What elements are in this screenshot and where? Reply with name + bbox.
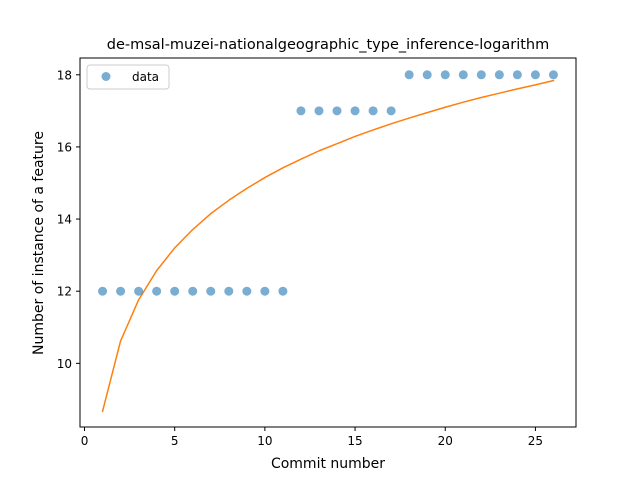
y-tick-label: 18 [57, 68, 72, 82]
legend-box [86, 64, 170, 90]
data-point [296, 106, 306, 116]
data-points-layer [98, 70, 558, 296]
data-point [206, 286, 216, 296]
y-axis-ticks: 10 12 14 16 18 [57, 68, 80, 371]
x-tick-label: 5 [171, 434, 179, 448]
data-point [368, 106, 378, 116]
axes-frame [79, 57, 577, 428]
x-tick-label: 15 [347, 434, 362, 448]
y-tick-label: 14 [57, 213, 72, 227]
data-point [530, 70, 540, 80]
y-tick-label: 12 [57, 285, 72, 299]
data-point [260, 286, 270, 296]
y-tick-label: 16 [57, 140, 72, 154]
data-point [476, 70, 486, 80]
data-point [98, 286, 108, 296]
legend-label-data: data [132, 70, 159, 84]
data-point [494, 70, 504, 80]
legend-marker-data [101, 72, 111, 81]
data-point [278, 286, 288, 296]
data-point [170, 286, 180, 296]
x-tick-label: 10 [257, 434, 272, 448]
data-point [548, 70, 558, 80]
data-point [314, 106, 324, 116]
data-point [404, 70, 414, 80]
data-point [440, 70, 450, 80]
fit-line-layer [101, 79, 555, 413]
plot-area [98, 70, 558, 413]
y-tick-label: 10 [57, 357, 72, 371]
x-axis-ticks: 0 5 10 15 20 25 [81, 427, 543, 448]
data-point [188, 286, 198, 296]
y-axis-label: Number of instance of a feature [31, 131, 47, 355]
x-tick-label: 25 [528, 434, 543, 448]
data-point [134, 286, 144, 296]
fit-line [101, 79, 555, 413]
x-tick-label: 0 [81, 434, 89, 448]
data-point [242, 286, 252, 296]
data-point [458, 70, 468, 80]
x-tick-label: 20 [438, 434, 453, 448]
x-axis-label: Commit number [271, 456, 385, 472]
data-point [422, 70, 432, 80]
data-point [332, 106, 342, 116]
data-point [152, 286, 162, 296]
data-point [224, 286, 234, 296]
data-point [386, 106, 396, 116]
data-point [512, 70, 522, 80]
chart-title: de-msal-muzei-nationalgeographic_type_in… [107, 37, 550, 53]
legend: data [86, 64, 170, 90]
data-point [116, 286, 126, 296]
data-point [350, 106, 360, 116]
